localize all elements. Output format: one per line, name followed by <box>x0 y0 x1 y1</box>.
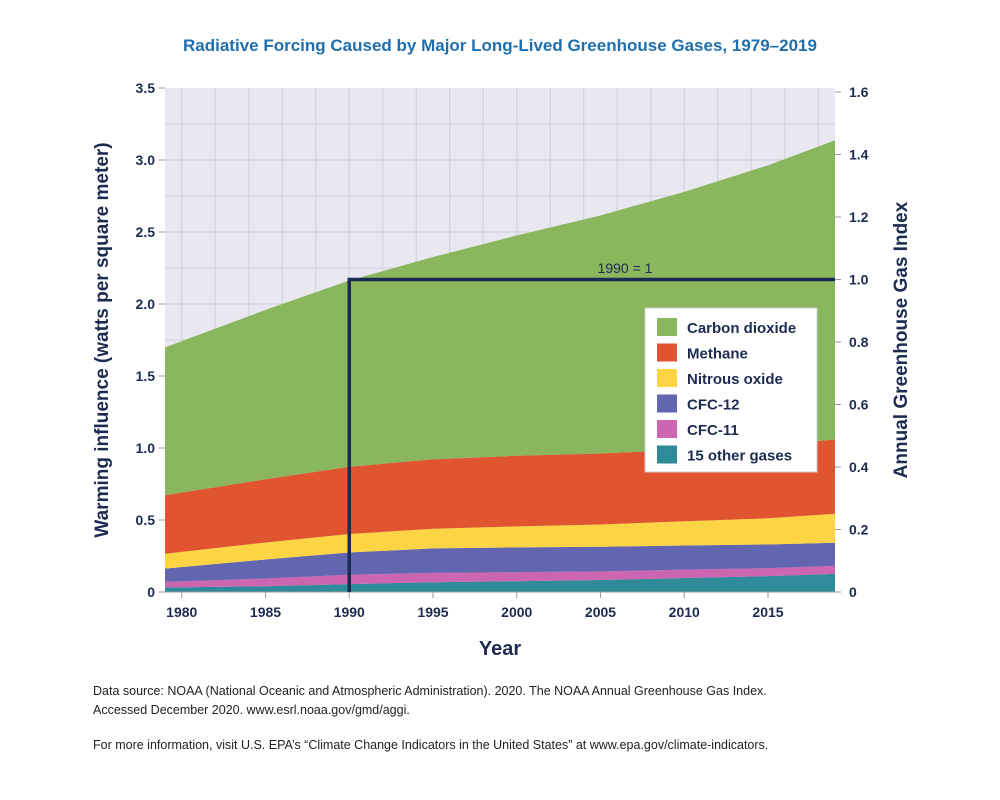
chart-title: Radiative Forcing Caused by Major Long-L… <box>183 36 817 55</box>
legend-label: CFC-11 <box>687 422 739 439</box>
x-tick-label: 1985 <box>250 604 281 620</box>
more-info-line: For more information, visit U.S. EPA’s “… <box>93 738 769 752</box>
y-right-tick-label: 0 <box>849 584 857 600</box>
area-cfc-11 <box>165 565 835 588</box>
y-tick-label: 2.5 <box>136 224 156 240</box>
legend-label: Nitrous oxide <box>687 371 783 388</box>
legend-swatch <box>657 420 677 438</box>
x-axis-label: Year <box>479 638 521 660</box>
y-right-tick-label: 1.6 <box>849 84 869 100</box>
area-15-other-gases <box>165 573 835 592</box>
data-source-line1: Data source: NOAA (National Oceanic and … <box>93 684 767 698</box>
y-right-tick-label: 1.2 <box>849 209 869 225</box>
y-axis-label: Warming influence (watts per square mete… <box>92 142 113 537</box>
legend-swatch <box>657 394 677 413</box>
y-tick-label: 0.5 <box>136 512 156 528</box>
y-tick-label: 3.5 <box>136 80 156 96</box>
x-tick-label: 2015 <box>752 604 783 620</box>
x-tick-label: 1995 <box>417 604 448 620</box>
y-tick-label: 0 <box>147 584 155 600</box>
y-right-tick-label: 1.4 <box>849 147 869 163</box>
legend-label: 15 other gases <box>687 448 792 465</box>
legend-swatch <box>657 369 677 387</box>
y-right-tick-label: 0.6 <box>849 397 869 413</box>
y-right-tick-label: 0.2 <box>849 522 869 538</box>
area-nitrous-oxide <box>165 513 835 569</box>
legend-label: Carbon dioxide <box>687 320 796 337</box>
index-annotation: 1990 = 1 <box>598 260 653 276</box>
x-tick-label: 2000 <box>501 604 532 620</box>
y-right-tick-label: 1.0 <box>849 272 869 288</box>
legend-swatch <box>657 445 677 464</box>
x-tick-label: 1990 <box>334 604 365 620</box>
x-tick-label: 2005 <box>585 604 616 620</box>
legend-swatch <box>657 318 677 336</box>
legend-label: CFC-12 <box>687 397 740 414</box>
legend-swatch <box>657 343 677 362</box>
x-tick-label: 2010 <box>669 604 700 620</box>
y-tick-label: 1.5 <box>136 368 156 384</box>
chart: 0 0.5 1.0 1.5 2.0 2.5 3.0 3.5 0 0.2 0.4 0.6 0.8 1.0 1.… <box>92 80 912 660</box>
y-tick-label: 2.0 <box>136 296 156 312</box>
index-baseline-line <box>347 277 835 592</box>
legend-label: Methane <box>687 346 748 363</box>
y-right-axis-label: Annual Greenhouse Gas Index <box>891 201 912 478</box>
data-source-line2: Accessed December 2020. www.esrl.noaa.go… <box>93 703 410 717</box>
area-cfc-12 <box>165 542 835 582</box>
y-tick-label: 1.0 <box>136 440 156 456</box>
y-right-tick-label: 0.8 <box>849 334 869 350</box>
y-tick-label: 3.0 <box>136 152 156 168</box>
y-right-tick-label: 0.4 <box>849 459 869 475</box>
x-tick-label: 1980 <box>166 604 197 620</box>
